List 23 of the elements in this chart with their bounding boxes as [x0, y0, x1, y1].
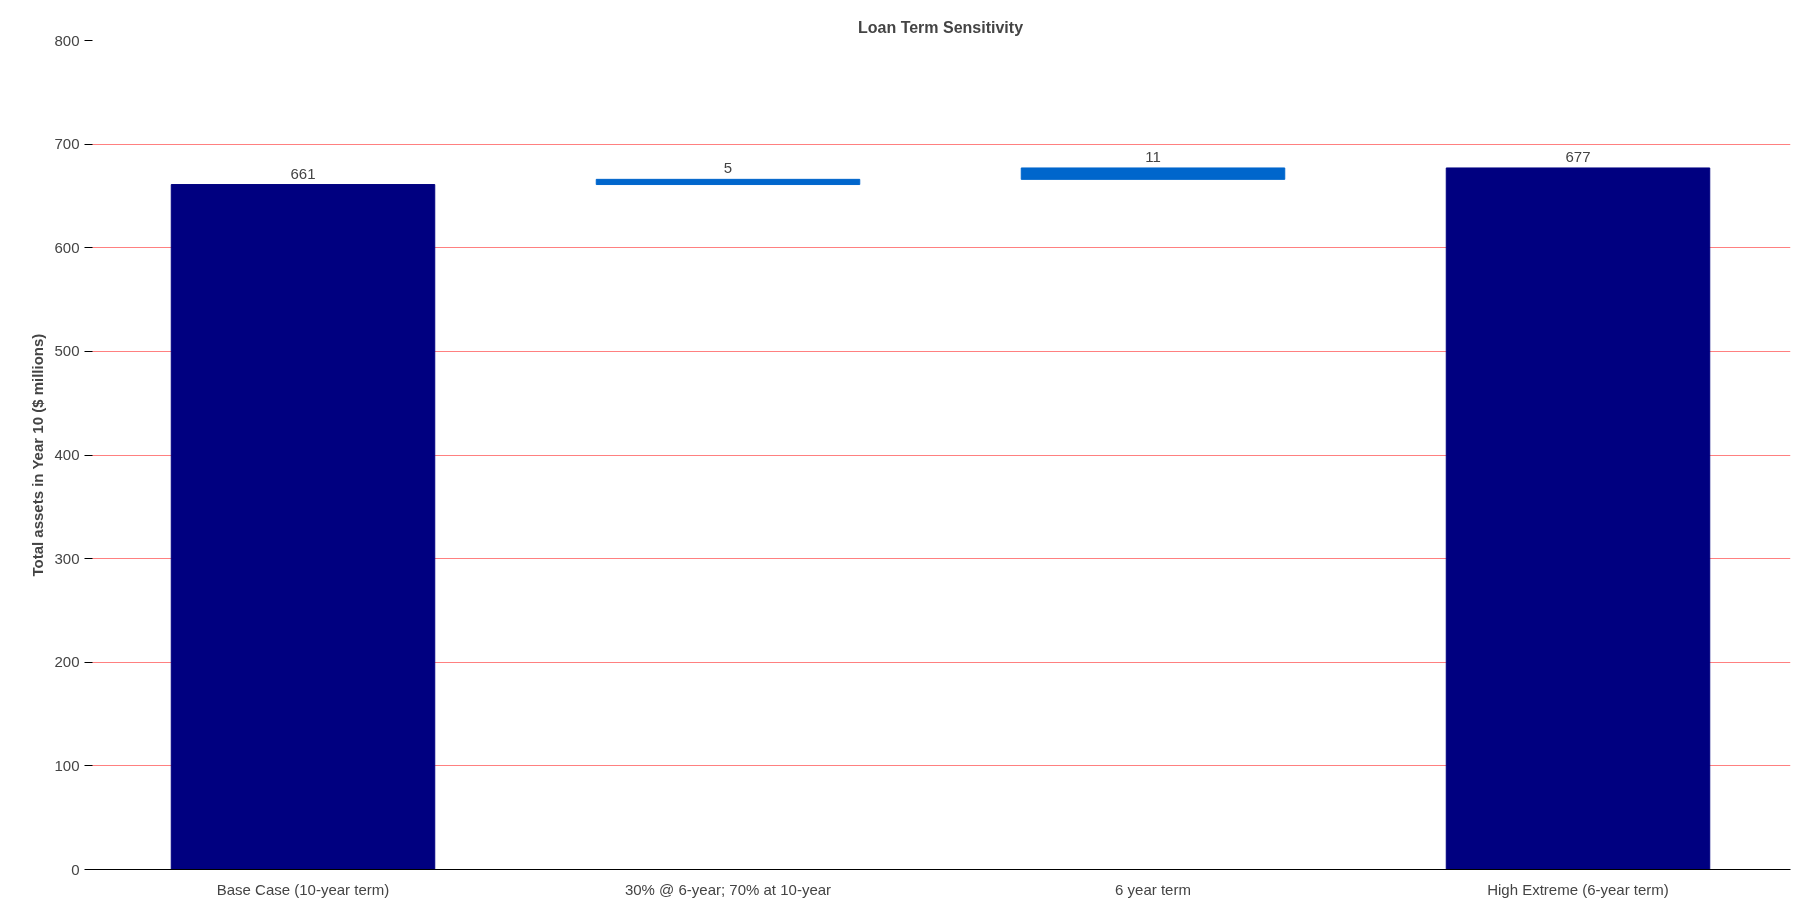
bar — [1020, 167, 1286, 180]
x-tick-label: 6 year term — [1115, 880, 1191, 898]
data-label: 11 — [1145, 147, 1161, 165]
chart-title: Loan Term Sensitivity — [857, 18, 1024, 36]
x-tick-label: High Extreme (6-year term) — [1487, 880, 1669, 898]
y-axis-title: Total assets in Year 10 ($ millions) — [29, 333, 47, 577]
data-label: 661 — [290, 164, 316, 182]
y-tick-label: 0 — [71, 860, 80, 878]
y-tick-label: 800 — [54, 31, 80, 49]
bar — [595, 178, 861, 186]
bar — [170, 184, 436, 870]
bar — [1445, 167, 1711, 870]
data-label: 677 — [1565, 147, 1591, 165]
x-tick-label: Base Case (10-year term) — [216, 880, 390, 898]
y-tick-label: 500 — [54, 342, 80, 360]
y-tick-label: 700 — [54, 135, 80, 153]
y-tick-label: 200 — [54, 653, 80, 671]
y-tick-label: 100 — [54, 756, 80, 774]
y-tick-label: 300 — [54, 549, 80, 567]
data-label: 5 — [723, 159, 733, 177]
x-tick-label: 30% @ 6-year; 70% at 10-year — [624, 880, 832, 898]
y-tick-label: 400 — [54, 446, 80, 463]
y-tick-label: 600 — [54, 238, 80, 256]
